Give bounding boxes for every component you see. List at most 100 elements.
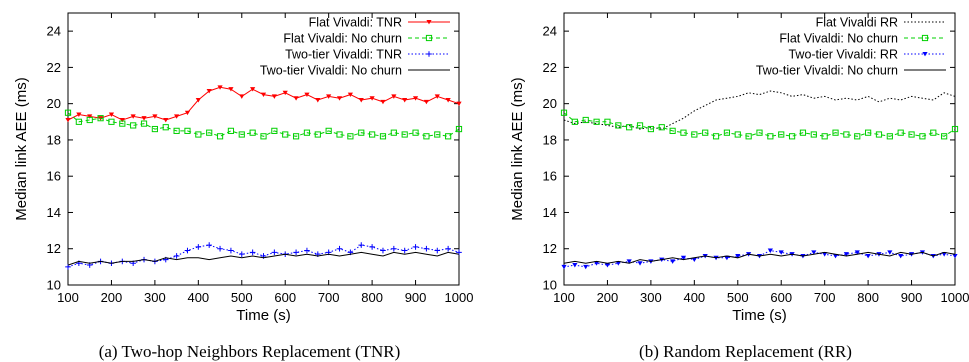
data-point bbox=[898, 253, 904, 259]
y-tick-label: 22 bbox=[543, 60, 557, 75]
x-tick-label: 600 bbox=[274, 290, 296, 305]
data-point bbox=[162, 124, 169, 131]
series-line bbox=[67, 251, 460, 266]
y-tick-label: 16 bbox=[47, 169, 61, 184]
series-2 bbox=[561, 248, 958, 270]
data-point bbox=[561, 264, 567, 270]
data-point bbox=[669, 127, 676, 134]
data-point bbox=[875, 131, 883, 138]
data-point bbox=[951, 125, 959, 133]
data-point bbox=[626, 124, 633, 131]
data-point bbox=[130, 114, 136, 119]
data-point bbox=[778, 250, 784, 255]
data-point bbox=[271, 94, 277, 99]
data-point bbox=[724, 255, 730, 261]
data-point bbox=[108, 118, 115, 125]
data-point bbox=[832, 253, 839, 259]
data-point bbox=[249, 249, 256, 256]
data-point bbox=[260, 92, 267, 97]
plot-frame bbox=[563, 12, 956, 286]
data-point bbox=[391, 245, 397, 252]
data-point bbox=[292, 133, 300, 140]
data-point bbox=[293, 96, 299, 101]
data-point bbox=[379, 133, 387, 140]
data-point bbox=[369, 244, 375, 250]
data-point bbox=[347, 92, 353, 97]
data-point bbox=[369, 131, 376, 138]
y-tick-label: 14 bbox=[47, 205, 61, 220]
data-point bbox=[119, 117, 125, 123]
data-point bbox=[390, 129, 397, 136]
data-point bbox=[238, 251, 245, 257]
legend-label: Two-tier Vivaldi: No churn bbox=[756, 64, 898, 78]
x-tick-label: 900 bbox=[901, 290, 923, 305]
data-point bbox=[854, 133, 861, 140]
data-point bbox=[184, 247, 191, 254]
chart-tnr: 100 200 300 400 500 600 700 800 900 1000 10 12 14 16 1… bbox=[13, 12, 473, 361]
data-point bbox=[434, 131, 441, 138]
data-point bbox=[886, 133, 893, 140]
data-point bbox=[919, 133, 926, 140]
series-0 bbox=[65, 85, 462, 123]
data-point bbox=[315, 98, 321, 103]
data-point bbox=[326, 94, 332, 99]
data-point bbox=[75, 118, 82, 125]
data-point bbox=[423, 245, 430, 252]
data-point bbox=[423, 133, 430, 140]
data-point bbox=[778, 131, 785, 138]
data-point bbox=[434, 247, 441, 254]
data-point bbox=[832, 129, 839, 136]
data-point bbox=[412, 244, 419, 250]
data-point bbox=[195, 131, 202, 138]
x-tick-label: 200 bbox=[597, 290, 619, 305]
x-tick-label: 800 bbox=[857, 290, 879, 305]
data-point bbox=[228, 87, 234, 92]
data-point bbox=[380, 247, 386, 254]
x-tick-label: 100 bbox=[57, 290, 79, 305]
legend-marker bbox=[426, 51, 432, 57]
x-tick-label: 400 bbox=[187, 290, 209, 305]
x-tick-label: 600 bbox=[770, 290, 792, 305]
data-point bbox=[412, 129, 419, 136]
data-point bbox=[282, 90, 288, 96]
data-point bbox=[108, 112, 115, 117]
series-line bbox=[67, 86, 460, 121]
data-point bbox=[271, 127, 278, 134]
data-point bbox=[303, 129, 311, 136]
series-2 bbox=[65, 242, 462, 270]
y-tick-label: 10 bbox=[47, 278, 61, 293]
data-point bbox=[358, 129, 365, 136]
figure-caption: (b) Random Replacement (RR) bbox=[639, 342, 852, 361]
data-point bbox=[402, 98, 408, 103]
data-point bbox=[87, 114, 93, 119]
data-point bbox=[130, 122, 137, 129]
series-3 bbox=[67, 251, 460, 266]
x-tick-label: 500 bbox=[727, 290, 749, 305]
data-point bbox=[865, 253, 871, 259]
data-point bbox=[174, 114, 180, 119]
series-line bbox=[563, 90, 956, 130]
data-point bbox=[358, 98, 364, 103]
data-point bbox=[637, 261, 643, 266]
data-point bbox=[228, 247, 234, 254]
data-point bbox=[854, 250, 860, 255]
x-tick-label: 700 bbox=[814, 290, 836, 305]
x-tick-label: 700 bbox=[318, 290, 340, 305]
data-point bbox=[217, 245, 223, 252]
data-point bbox=[670, 259, 676, 264]
series-line bbox=[67, 112, 460, 137]
x-tick-label: 400 bbox=[683, 290, 705, 305]
x-tick-label: 800 bbox=[361, 290, 383, 305]
data-point bbox=[821, 133, 828, 140]
data-point bbox=[788, 133, 796, 140]
y-tick-label: 22 bbox=[47, 60, 61, 75]
data-point bbox=[216, 133, 224, 140]
data-point bbox=[401, 247, 408, 254]
data-point bbox=[560, 109, 568, 116]
data-point bbox=[811, 250, 817, 255]
data-point bbox=[680, 129, 687, 136]
data-point bbox=[151, 125, 158, 133]
y-tick-label: 20 bbox=[47, 96, 61, 111]
x-tick-label: 300 bbox=[640, 290, 662, 305]
x-tick-label: 100 bbox=[553, 290, 575, 305]
